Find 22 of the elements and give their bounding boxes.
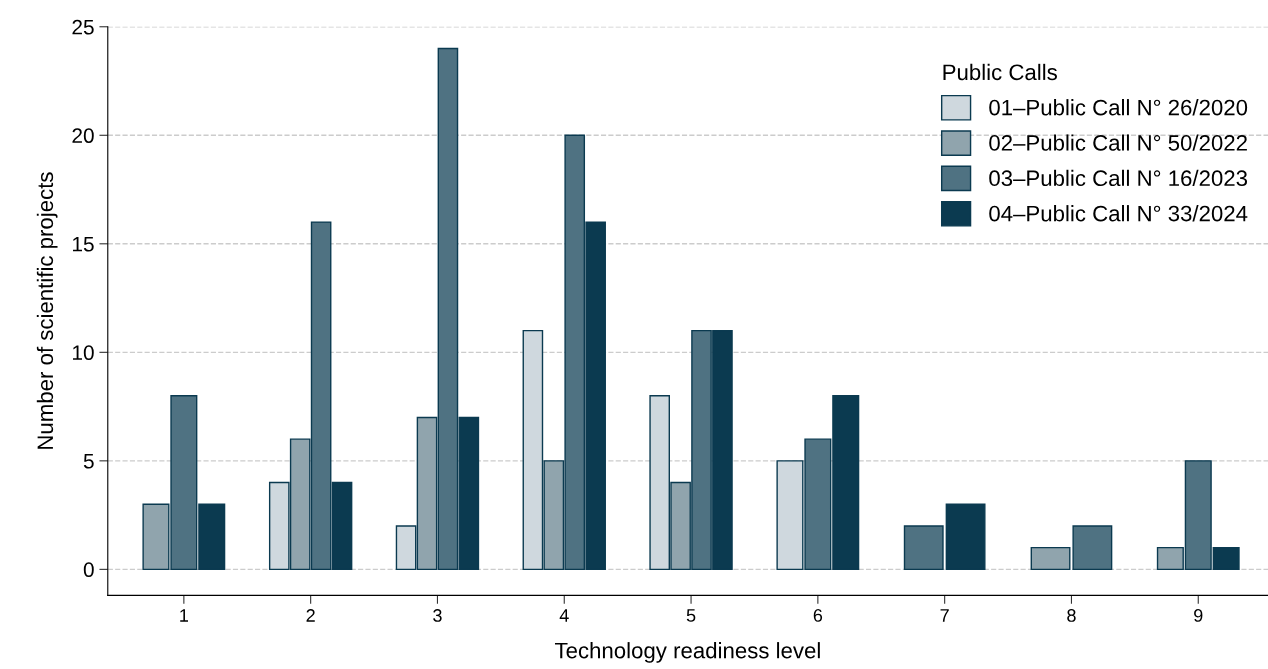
x-tick-label: 8 xyxy=(1067,609,1076,622)
x-tick-label: 5 xyxy=(686,609,696,622)
x-tick-label: 4 xyxy=(559,609,569,622)
x-tick-label: 3 xyxy=(433,609,442,622)
legend-label: 01–Public Call N° 26/2020 xyxy=(989,99,1248,116)
x-tick-label: 6 xyxy=(813,609,823,622)
legend-label: 02–Public Call N° 50/2022 xyxy=(989,134,1247,151)
legend-label: 04–Public Call N° 33/2024 xyxy=(989,205,1248,222)
legend-label: 03–Public Call N° 16/2023 xyxy=(989,169,1248,187)
y-tick-label: 10 xyxy=(73,345,94,361)
y-axis-title: Number of scientific projects xyxy=(36,172,58,449)
y-tick-label: 15 xyxy=(73,237,94,252)
x-axis-title: Technology readiness level xyxy=(554,642,820,663)
y-tick-label: 25 xyxy=(72,19,94,35)
y-tick-label: 20 xyxy=(72,128,94,144)
x-tick-label: 9 xyxy=(1194,609,1203,622)
x-tick-label: 2 xyxy=(306,609,315,622)
x-tick-label: 1 xyxy=(180,609,188,622)
y-tick-label: 0 xyxy=(83,562,94,578)
y-tick-label: 5 xyxy=(83,454,94,469)
x-tick-label: 7 xyxy=(940,609,949,622)
legend-title: Public Calls xyxy=(943,63,1057,81)
